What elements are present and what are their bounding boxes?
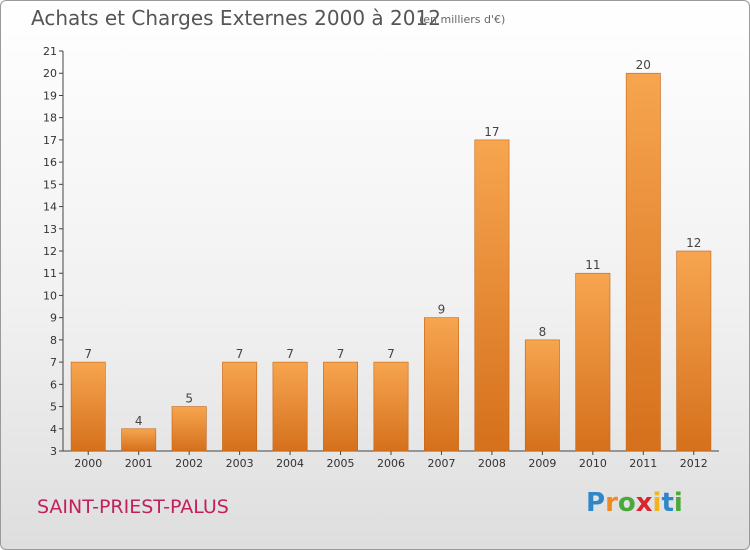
bar-2003 [222, 361, 258, 452]
bar-2010 [575, 272, 611, 452]
y-tick-label: 12 [43, 245, 57, 258]
x-tick-label: 2000 [74, 457, 102, 470]
logo-letter: o [617, 488, 636, 518]
data-label: 9 [438, 303, 446, 317]
x-tick-label: 2009 [528, 457, 556, 470]
logo-letter: i [673, 488, 683, 518]
bar-2007 [424, 317, 459, 452]
y-tick-label: 17 [43, 134, 57, 147]
bar-2001 [121, 428, 157, 452]
chart-title: Achats et Charges Externes 2000 à 2012 [31, 6, 441, 30]
bar-2000 [70, 361, 106, 452]
y-tick-label: 7 [50, 356, 57, 369]
y-tick-label: 14 [43, 201, 57, 214]
x-tick-label: 2012 [680, 457, 708, 470]
x-tick-label: 2004 [276, 457, 304, 470]
axes: 3 4 5 6 7 8 9 10 11 12 13 14 15 16 17 18 19 20 21 2000 2001 2… [43, 45, 719, 470]
bar-2002 [171, 406, 207, 452]
logo-letter: x [635, 488, 653, 518]
bar-2009 [524, 339, 560, 452]
data-label: 7 [286, 347, 294, 361]
y-tick-label: 18 [43, 112, 57, 125]
y-tick-label: 3 [50, 445, 57, 458]
y-tick-label: 13 [43, 223, 57, 236]
logo-letter: r [605, 488, 618, 518]
proxiti-logo[interactable]: Proxiti [586, 488, 683, 518]
x-tick-label: 2006 [377, 457, 405, 470]
x-tick-label: 2002 [175, 457, 203, 470]
bar-2011 [625, 72, 661, 452]
data-label: 11 [585, 258, 600, 272]
data-label: 8 [539, 325, 547, 339]
y-tick-label: 4 [50, 423, 57, 436]
x-tick-label: 2007 [427, 457, 455, 470]
y-tick-label: 16 [43, 156, 57, 169]
y-tick-label: 10 [43, 289, 57, 302]
data-label: 17 [484, 125, 499, 139]
y-tick-label: 21 [43, 45, 57, 58]
bar-2012 [676, 250, 712, 452]
x-tick-label: 2001 [125, 457, 153, 470]
bar-2004 [272, 361, 308, 452]
y-tick-label: 20 [43, 67, 57, 80]
y-tick-label: 8 [50, 334, 57, 347]
bar-2006 [373, 361, 409, 452]
data-label: 4 [135, 414, 143, 428]
data-label: 5 [185, 392, 193, 406]
y-tick-label: 6 [50, 378, 57, 391]
data-label: 7 [84, 347, 92, 361]
x-tick-label: 2003 [226, 457, 254, 470]
bar-2008 [474, 139, 510, 452]
x-tick-label: 2005 [327, 457, 355, 470]
x-tick-label: 2008 [478, 457, 506, 470]
value-labels: 7 4 5 7 7 7 7 9 17 8 11 20 12 [84, 58, 701, 428]
y-tick-label: 11 [43, 267, 57, 280]
chart-subtitle: (en milliers d'€) [419, 13, 506, 26]
bar-2005 [323, 361, 358, 452]
y-tick-label: 5 [50, 401, 57, 414]
y-tick-label: 15 [43, 178, 57, 191]
y-tick-label: 9 [50, 312, 57, 325]
y-tick-label: 19 [43, 89, 57, 102]
x-tick-label: 2011 [629, 457, 657, 470]
logo-letter: i [652, 488, 662, 518]
data-label: 7 [387, 347, 395, 361]
x-tick-label: 2010 [579, 457, 607, 470]
place-name: SAINT-PRIEST-PALUS [37, 496, 229, 518]
data-label: 20 [636, 58, 651, 72]
logo-letter: t [661, 488, 674, 518]
logo-letter: P [586, 488, 606, 518]
bars [70, 72, 712, 452]
data-label: 7 [337, 347, 345, 361]
data-label: 7 [236, 347, 244, 361]
data-label: 12 [686, 236, 701, 250]
